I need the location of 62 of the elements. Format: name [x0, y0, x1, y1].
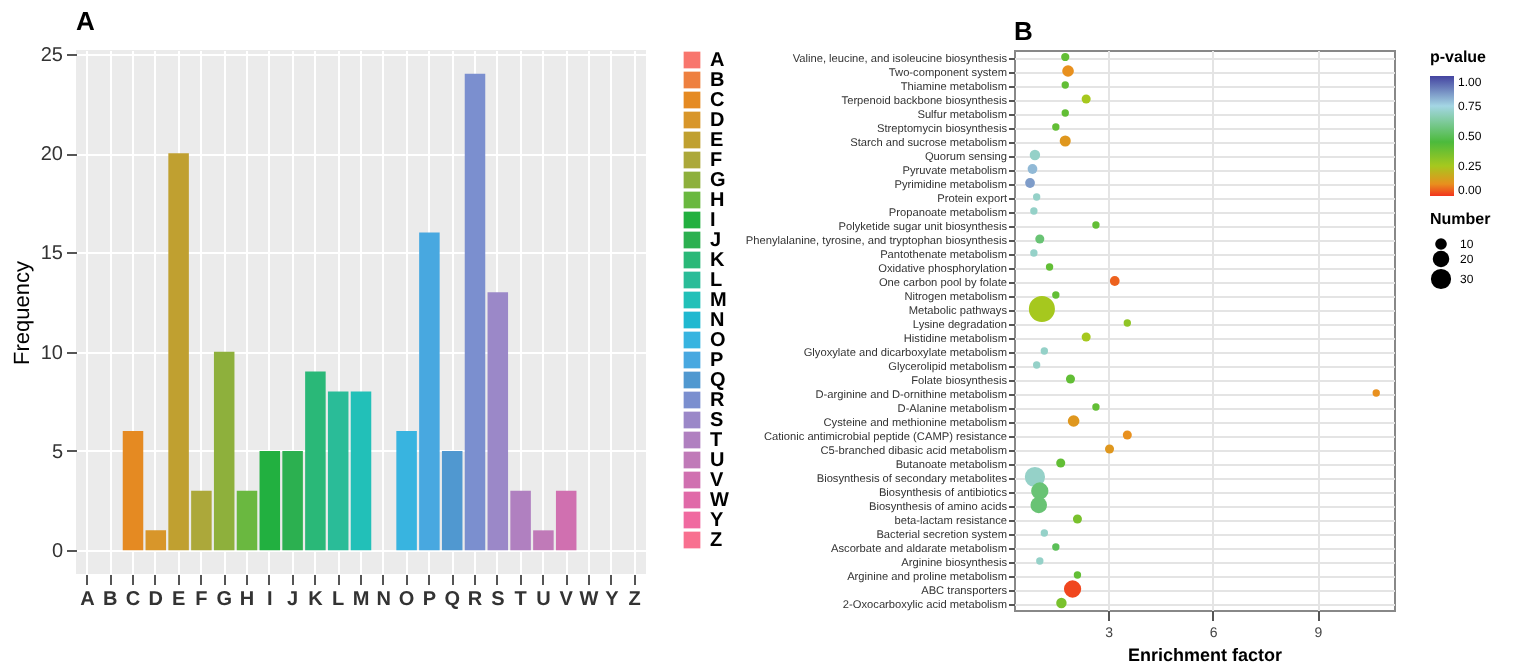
x-tick-label: E: [171, 589, 186, 611]
x-tick-label: N: [376, 589, 392, 611]
chart-title: B: [1014, 16, 1033, 46]
x-tick-label: U: [536, 589, 551, 611]
chart-title: A: [76, 5, 96, 36]
y-axis-title: Frequency: [10, 260, 35, 365]
x-tick-label: H: [239, 589, 255, 611]
x-tick-label: K: [308, 589, 325, 611]
x-tick-label: J: [287, 589, 299, 611]
x-tick-label: M: [352, 589, 370, 611]
x-axis-title: Enrichment factor: [1127, 645, 1284, 665]
legend-label: L: [710, 270, 723, 292]
legend-label: Z: [710, 530, 723, 552]
legend-label: F: [710, 150, 723, 172]
legend-label: S: [710, 410, 724, 432]
legend-label: J: [710, 230, 722, 252]
y-tick-label: 20: [40, 144, 64, 167]
x-tick-label: C: [125, 589, 141, 611]
x-tick-label: D: [148, 589, 164, 611]
x-tick-label: Y: [605, 589, 620, 611]
y-tick-label: 15: [40, 243, 64, 266]
x-tick-label: B: [102, 589, 118, 611]
x-tick-label: I: [267, 589, 274, 611]
legend-label: A: [710, 50, 725, 72]
y-tick-label: 0: [51, 541, 64, 564]
legend-label: M: [710, 290, 727, 312]
legend-label: Q: [710, 370, 726, 392]
x-tick-label: L: [332, 589, 345, 611]
legend-label: B: [710, 70, 725, 92]
legend-label: N: [710, 310, 725, 332]
legend-label: H: [710, 190, 725, 212]
x-tick-label: T: [514, 589, 527, 611]
legend-label: I: [710, 210, 716, 232]
color-bar-title: p-value: [1430, 48, 1488, 66]
x-tick-label: W: [579, 589, 600, 611]
x-tick-label: A: [80, 589, 95, 611]
y-tick-label: 10: [40, 342, 64, 365]
x-tick-label: S: [491, 589, 506, 611]
legend-label: R: [710, 390, 726, 412]
legend-label: T: [710, 430, 723, 452]
legend-label: O: [710, 330, 726, 352]
x-tick-label: Z: [628, 589, 641, 611]
x-tick-label: F: [195, 589, 208, 611]
x-tick-label: G: [216, 589, 233, 611]
y-tick-label: 5: [51, 441, 64, 464]
y-tick-label: 25: [40, 44, 64, 67]
x-tick-label: V: [559, 589, 574, 611]
legend-label: W: [710, 490, 730, 512]
x-tick-label: P: [422, 589, 437, 611]
legend-title: Number: [1430, 210, 1491, 228]
legend-label: E: [710, 130, 724, 152]
x-tick-label: O: [398, 589, 415, 611]
legend-label: V: [710, 470, 724, 492]
x-tick-label: Q: [444, 589, 461, 611]
legend-label: U: [710, 450, 725, 472]
legend-label: P: [710, 350, 724, 372]
x-tick-label: R: [467, 589, 484, 611]
legend-label: K: [710, 250, 726, 272]
legend-label: Y: [710, 510, 724, 532]
legend-label: D: [710, 110, 725, 132]
legend-label: C: [710, 90, 725, 112]
legend-label: G: [710, 170, 726, 192]
